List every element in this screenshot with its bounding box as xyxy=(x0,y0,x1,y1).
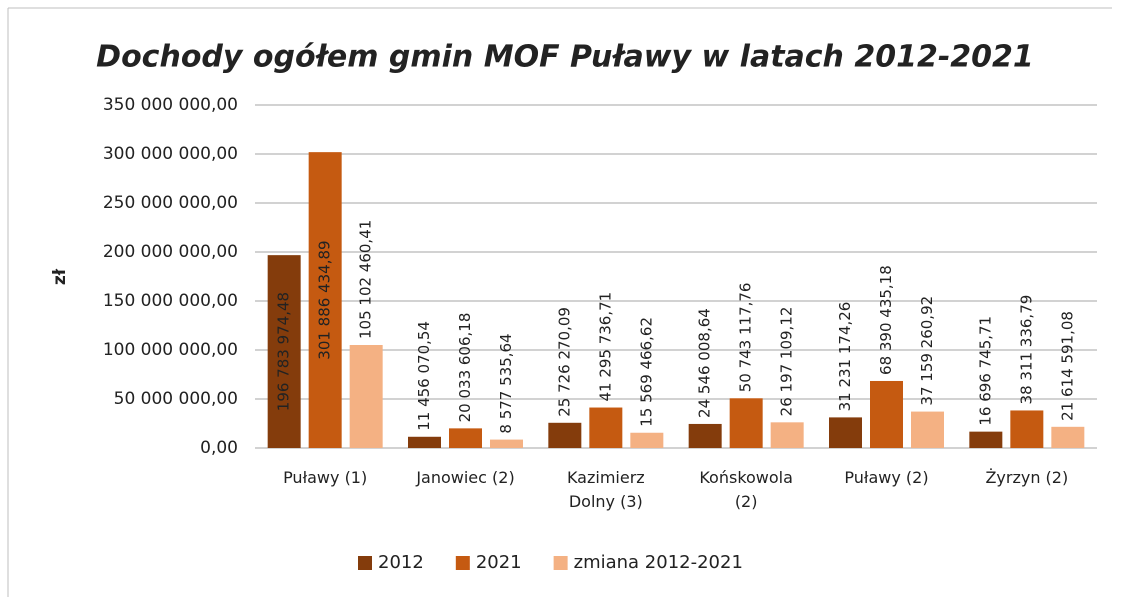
data-label: 68 390 435,18 xyxy=(877,265,895,375)
data-label: 38 311 336,79 xyxy=(1017,295,1035,405)
bar xyxy=(911,411,944,448)
y-tick-label: 350 000 000,00 xyxy=(103,95,238,115)
bar xyxy=(688,423,722,448)
bar xyxy=(1010,410,1044,448)
data-label: 31 231 174,26 xyxy=(836,302,854,412)
data-label: 21 614 591,08 xyxy=(1058,311,1076,421)
data-label: 16 696 745,71 xyxy=(976,316,994,426)
data-label: 15 569 466,62 xyxy=(637,317,655,427)
y-tick-label: 200 000 000,00 xyxy=(103,242,238,262)
x-tick-label: Janowiec (2) xyxy=(416,468,515,487)
y-tick-label: 250 000 000,00 xyxy=(103,193,238,213)
legend-swatch xyxy=(358,556,372,570)
bar xyxy=(870,380,903,448)
data-label: 301 886 434,89 xyxy=(316,240,334,359)
legend-label: zmiana 2012-2021 xyxy=(574,552,743,573)
y-tick-label: 300 000 000,00 xyxy=(103,144,238,164)
bar xyxy=(490,439,523,448)
data-label: 26 197 109,12 xyxy=(778,307,796,417)
data-label: 196 783 974,48 xyxy=(275,292,293,411)
y-tick-label: 0,00 xyxy=(200,438,238,458)
chart-title: Dochody ogółem gmin MOF Puławy w latach … xyxy=(96,40,1034,75)
bar xyxy=(449,428,482,448)
data-label: 24 546 008,64 xyxy=(696,308,714,418)
y-axis-label: zł xyxy=(50,268,70,285)
bar xyxy=(969,431,1003,448)
bar xyxy=(308,152,342,448)
x-tick-label: Końskowola (2) xyxy=(699,468,793,511)
y-tick-label: 100 000 000,00 xyxy=(103,340,238,360)
legend-swatch xyxy=(553,556,568,570)
bar xyxy=(770,422,804,448)
bar xyxy=(408,436,441,448)
bar xyxy=(729,398,763,448)
bar xyxy=(349,344,383,448)
data-label: 41 295 736,71 xyxy=(596,292,614,402)
x-tick-label: Kazimierz Dolny (3) xyxy=(566,468,645,511)
bar xyxy=(548,422,582,448)
bar xyxy=(829,417,862,448)
bar xyxy=(589,407,623,448)
data-label: 8 577 535,64 xyxy=(497,333,515,433)
x-tick-label: Puławy (1) xyxy=(283,468,368,487)
data-label: 105 102 460,41 xyxy=(357,220,375,339)
y-tick-label: 50 000 000,00 xyxy=(114,389,238,409)
legend-swatch xyxy=(455,556,470,570)
data-label: 25 726 270,09 xyxy=(555,307,573,417)
y-tick-label: 150 000 000,00 xyxy=(103,291,238,311)
bar xyxy=(1051,426,1085,448)
legend-label: 2012 xyxy=(378,552,424,573)
data-label: 50 743 117,76 xyxy=(737,283,755,393)
data-label: 11 456 070,54 xyxy=(415,321,433,431)
data-label: 20 033 606,18 xyxy=(456,313,474,423)
data-label: 37 159 260,92 xyxy=(918,296,936,406)
bar xyxy=(267,255,301,448)
bar xyxy=(630,432,664,448)
x-tick-label: Puławy (2) xyxy=(844,468,929,487)
x-tick-label: Żyrzyn (2) xyxy=(985,468,1069,487)
legend-label: 2021 xyxy=(476,552,522,573)
